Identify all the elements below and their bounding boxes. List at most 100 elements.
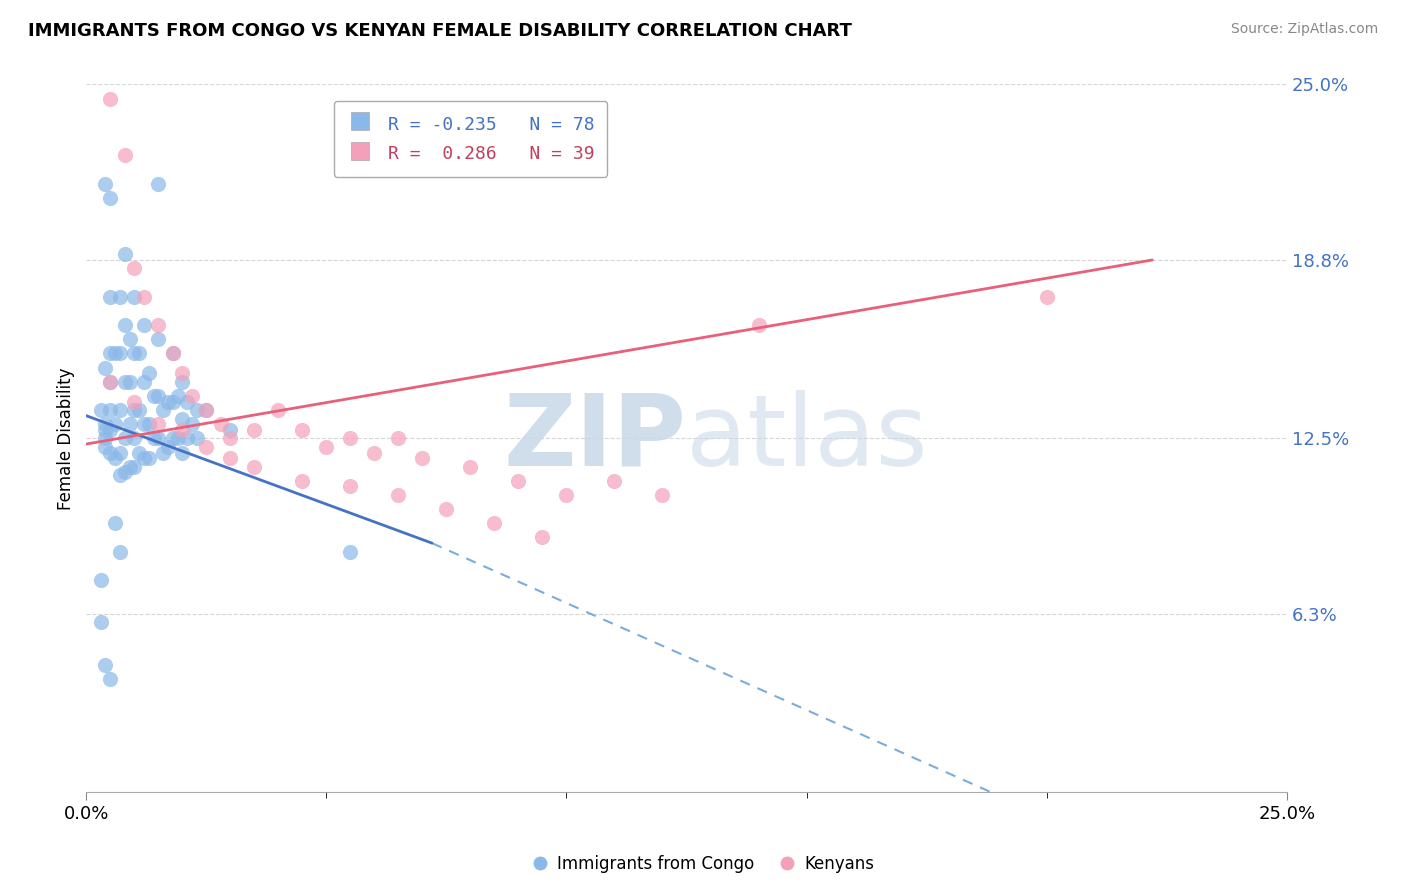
Point (94, 657, 117, 672)
Point (1035, 290, 1057, 304)
Point (98, 375, 121, 389)
Point (94, 360, 117, 375)
Point (209, 417, 232, 432)
Point (363, 445, 385, 459)
Point (339, 431, 361, 445)
Point (114, 247, 136, 261)
Point (436, 502, 458, 516)
Point (219, 431, 242, 445)
Point (651, 488, 673, 502)
Point (747, 318, 769, 332)
Point (172, 411, 194, 425)
Point (118, 459, 141, 474)
Point (118, 375, 141, 389)
Point (339, 479, 361, 493)
Point (114, 431, 136, 445)
Point (181, 417, 204, 432)
Point (176, 431, 198, 445)
Point (460, 459, 482, 474)
Point (219, 451, 242, 466)
Point (98, 403, 121, 417)
Point (172, 366, 194, 380)
Point (484, 516, 506, 531)
Point (94, 423, 117, 437)
Point (104, 417, 127, 432)
Y-axis label: Female Disability: Female Disability (58, 368, 75, 509)
Point (108, 290, 131, 304)
Point (98, 375, 121, 389)
Point (603, 474, 626, 488)
Point (118, 332, 141, 346)
Point (148, 177, 170, 191)
Point (195, 403, 218, 417)
Point (142, 389, 165, 403)
Point (315, 440, 337, 454)
Point (555, 488, 578, 502)
Point (156, 440, 179, 454)
Point (104, 516, 127, 531)
Legend: R = -0.235   N = 78, R =  0.286   N = 39: R = -0.235 N = 78, R = 0.286 N = 39 (333, 101, 607, 177)
Text: Source: ZipAtlas.com: Source: ZipAtlas.com (1230, 22, 1378, 37)
Point (267, 403, 290, 417)
Point (243, 459, 266, 474)
Point (132, 375, 155, 389)
Point (94, 431, 117, 445)
Point (118, 417, 141, 432)
Point (186, 431, 208, 445)
Point (186, 403, 208, 417)
Point (508, 474, 530, 488)
Point (124, 346, 146, 360)
Text: ZIP: ZIP (503, 390, 686, 487)
Point (124, 403, 146, 417)
Point (148, 389, 170, 403)
Point (291, 423, 314, 437)
Point (138, 451, 160, 466)
Point (138, 366, 160, 380)
Point (162, 346, 184, 360)
Point (98, 445, 121, 459)
Point (195, 403, 218, 417)
Point (132, 417, 155, 432)
Point (90, 403, 112, 417)
Point (152, 403, 174, 417)
Point (94, 177, 117, 191)
Point (98, 346, 121, 360)
Point (162, 394, 184, 409)
Point (243, 423, 266, 437)
Point (128, 346, 150, 360)
Point (132, 290, 155, 304)
Point (108, 346, 131, 360)
Point (166, 431, 188, 445)
Point (108, 544, 131, 558)
Point (108, 468, 131, 483)
Point (128, 403, 150, 417)
Point (172, 423, 194, 437)
Point (339, 544, 361, 558)
Point (114, 318, 136, 332)
Point (98, 672, 121, 686)
Point (114, 148, 136, 162)
Point (98, 92, 121, 106)
Point (162, 431, 184, 445)
Point (152, 445, 174, 459)
Point (387, 488, 409, 502)
Point (156, 394, 179, 409)
Point (166, 389, 188, 403)
Point (138, 417, 160, 432)
Point (181, 389, 204, 403)
Point (114, 375, 136, 389)
Point (98, 423, 121, 437)
Point (124, 394, 146, 409)
Point (90, 615, 112, 630)
Text: IMMIGRANTS FROM CONGO VS KENYAN FEMALE DISABILITY CORRELATION CHART: IMMIGRANTS FROM CONGO VS KENYAN FEMALE D… (28, 22, 852, 40)
Point (128, 445, 150, 459)
Point (172, 375, 194, 389)
Point (142, 431, 165, 445)
Point (176, 394, 198, 409)
Point (195, 440, 218, 454)
Point (219, 423, 242, 437)
Point (94, 417, 117, 432)
Point (162, 346, 184, 360)
Point (148, 417, 170, 432)
Point (124, 459, 146, 474)
